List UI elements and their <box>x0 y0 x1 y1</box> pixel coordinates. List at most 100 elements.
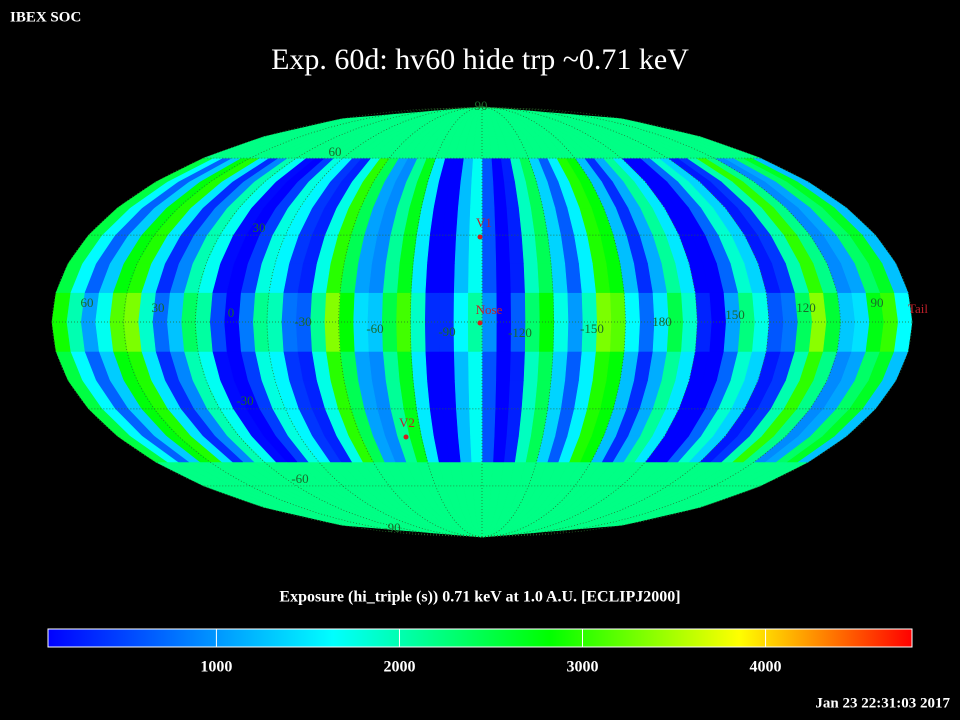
map-cell <box>381 321 398 352</box>
map-cell <box>469 181 483 209</box>
colorbar-tick-label: 2000 <box>383 659 415 676</box>
colorbar-tick-label: 4000 <box>750 659 782 676</box>
map-cell <box>324 321 341 352</box>
map-cell <box>395 292 412 323</box>
map-cell <box>424 263 441 293</box>
colorbar-tick-label: 1000 <box>200 659 232 676</box>
map-cell <box>481 321 497 352</box>
map-cell <box>455 207 471 236</box>
sky-map: 60 30 0 -30 -60 -90 -120 -150 180 150 120 90 90 60 30 -… <box>51 98 928 538</box>
map-cell <box>338 292 355 323</box>
map-cell <box>680 292 698 323</box>
marker-label: V2 <box>399 415 415 430</box>
map-cell <box>453 263 469 293</box>
map-cell <box>694 321 712 352</box>
longitude-label: -120 <box>508 325 532 340</box>
map-cell <box>396 351 414 381</box>
map-cell <box>439 263 455 293</box>
map-cell <box>708 321 726 352</box>
map-cell <box>552 292 569 323</box>
map-cell <box>509 263 525 293</box>
map-cell <box>523 263 540 293</box>
colorbar-tick-label: 3000 <box>567 659 599 676</box>
map-cell <box>209 321 227 352</box>
map-cell <box>505 408 522 437</box>
map-cell <box>424 292 440 323</box>
map-cell <box>581 292 597 323</box>
map-cell <box>564 263 582 293</box>
marker-dot <box>477 320 483 326</box>
colorbar-label: Exposure (hi_triple (s)) 0.71 keV at 1.0… <box>279 589 680 606</box>
latitude-label: 30 <box>253 220 266 235</box>
map-cell <box>238 321 256 352</box>
map-cell <box>521 234 538 264</box>
longitude-label: 120 <box>796 300 816 315</box>
latitude-label: -90 <box>383 520 400 535</box>
marker-dot <box>477 234 483 240</box>
longitude-label: 150 <box>725 307 745 322</box>
map-cell <box>595 292 612 323</box>
map-cell <box>493 408 509 437</box>
longitude-label: 30 <box>152 300 165 315</box>
map-cell <box>467 321 483 352</box>
map-cell <box>751 321 769 352</box>
longitude-label: -90 <box>438 324 455 339</box>
map-cell <box>481 181 495 209</box>
map-cell <box>609 321 626 352</box>
marker-label: V1 <box>476 215 492 230</box>
map-cell <box>467 263 483 293</box>
marker-label: Tail <box>908 301 928 316</box>
latitude-label: 60 <box>329 144 342 159</box>
map-cell <box>723 321 741 352</box>
map-cell <box>410 263 428 293</box>
map-cell <box>455 408 471 437</box>
map-cell <box>492 181 507 209</box>
map-cell <box>510 292 526 323</box>
latitude-label: -30 <box>236 393 253 408</box>
map-cell <box>495 263 511 293</box>
map-cell <box>481 351 497 381</box>
longitude-label: 180 <box>652 314 672 329</box>
map-cell <box>467 351 483 381</box>
map-cell <box>238 292 256 323</box>
map-cell <box>536 351 554 381</box>
map-title: Exp. 60d: hv60 hide trp ~0.71 keV <box>271 43 689 76</box>
map-cell <box>564 351 582 381</box>
marker-dot <box>403 434 409 440</box>
map-cell <box>338 321 355 352</box>
map-cell <box>468 408 483 437</box>
map-cell <box>481 263 497 293</box>
longitude-label: 90 <box>871 295 884 310</box>
map-cell <box>566 292 583 323</box>
map-cell <box>481 461 494 487</box>
map-cell <box>266 292 284 323</box>
map-cell <box>481 435 495 463</box>
app-label: IBEX SOC <box>10 9 81 25</box>
map-cell <box>524 292 540 323</box>
meridian <box>194 106 483 538</box>
map-cell <box>352 292 369 323</box>
map-cell <box>410 292 426 323</box>
map-cell <box>396 263 414 293</box>
longitude-label: 60 <box>81 295 94 310</box>
map-cell <box>481 157 494 183</box>
meridian <box>481 106 913 538</box>
map-cell <box>454 380 470 410</box>
map-cell <box>737 321 755 352</box>
map-cell <box>509 351 525 381</box>
map-cell <box>324 292 341 323</box>
map-cell <box>494 234 510 264</box>
map-cell <box>493 207 509 236</box>
map-cell <box>381 292 398 323</box>
map-cell <box>209 292 227 323</box>
map-cell <box>507 380 524 410</box>
map-cell <box>680 321 698 352</box>
map-cell <box>223 321 241 352</box>
latitude-label: -60 <box>291 471 308 486</box>
map-cell <box>454 234 470 264</box>
map-cell <box>481 234 497 264</box>
map-cell <box>410 351 428 381</box>
map-cell <box>453 292 469 323</box>
map-cell <box>507 234 524 264</box>
